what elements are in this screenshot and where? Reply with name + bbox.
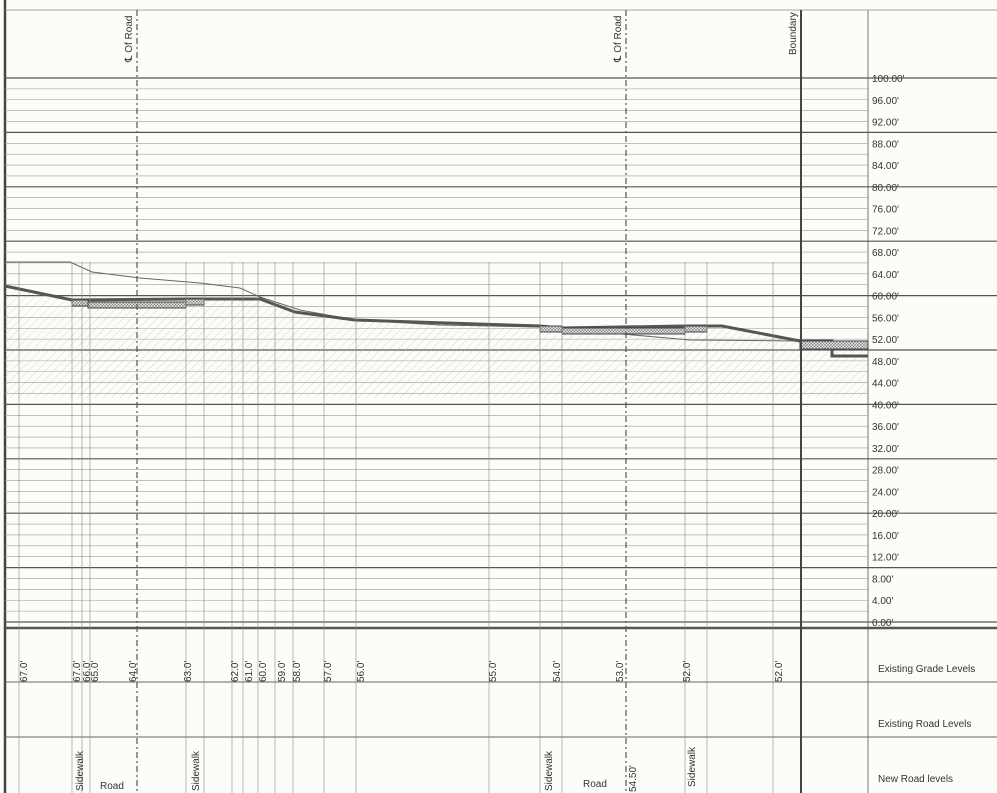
elevation-label: 100.00' <box>872 74 905 85</box>
station-lines <box>18 262 774 793</box>
grade-value: 53.0' <box>615 661 626 682</box>
elevation-label: 64.00' <box>872 270 899 281</box>
elevation-label: 44.00' <box>872 379 899 390</box>
elevation-label: 24.00' <box>872 487 899 498</box>
elevation-label: 52.00' <box>872 335 899 346</box>
centerline-label-1: ℄ Of Road <box>124 16 135 63</box>
elevation-labels: 100.00' 96.00' 92.00' 88.00' 84.00' 80.00' 76.… <box>872 74 905 629</box>
elevation-label: 40.00' <box>872 400 899 411</box>
elevation-label: 28.00' <box>872 466 899 477</box>
grade-value: 56.0' <box>356 661 367 682</box>
grade-value: 62.0' <box>230 661 241 682</box>
elevation-label: 12.00' <box>872 553 899 564</box>
soil-hatch <box>5 286 868 398</box>
new-road-value: 54.50' <box>628 765 639 792</box>
elevation-label: 20.00' <box>872 509 899 520</box>
existing-road-levels-label: Existing Road Levels <box>878 719 971 730</box>
grade-value: 64.0' <box>128 661 139 682</box>
grade-value: 52.0' <box>774 661 785 682</box>
elevation-label: 56.00' <box>872 313 899 324</box>
new-road-levels-label: New Road levels <box>878 774 953 785</box>
label-table-grid <box>5 626 997 738</box>
reference-lines <box>136 10 802 793</box>
grade-value: 54.0' <box>552 661 563 682</box>
road-label-2: Road <box>583 779 607 790</box>
grade-value: 60.0' <box>258 661 269 682</box>
elevation-label: 96.00' <box>872 96 899 107</box>
grade-value: 67.0' <box>72 661 83 682</box>
elevation-label: 0.00' <box>872 618 893 629</box>
grade-value: 63.0' <box>183 661 194 682</box>
road-label-1: Road <box>100 781 124 792</box>
existing-grade-levels-label: Existing Grade Levels <box>878 664 975 675</box>
elevation-label: 36.00' <box>872 422 899 433</box>
grade-value: 65.0' <box>90 661 101 682</box>
grade-value: 52.0' <box>682 661 693 682</box>
elevation-label: 8.00' <box>872 574 893 585</box>
sidewalk-label-4: Sidewalk <box>687 746 698 787</box>
sidewalk-label-1: Sidewalk <box>75 750 86 791</box>
grade-value: 67.0' <box>19 661 30 682</box>
elevation-label: 80.00' <box>872 183 899 194</box>
elevation-label: 60.00' <box>872 292 899 303</box>
boundary-label: Boundary <box>788 12 799 55</box>
grade-value: 59.0' <box>277 661 288 682</box>
grade-value: 55.0' <box>488 661 499 682</box>
sidewalk-label-3: Sidewalk <box>544 750 555 791</box>
elevation-label: 32.00' <box>872 444 899 455</box>
grade-value: 58.0' <box>292 661 303 682</box>
elevation-label: 92.00' <box>872 118 899 129</box>
grade-value: 61.0' <box>244 661 255 682</box>
elevation-label: 84.00' <box>872 161 899 172</box>
elevation-label: 4.00' <box>872 596 893 607</box>
centerline-label-2: ℄ Of Road <box>613 16 624 63</box>
elevation-label: 72.00' <box>872 226 899 237</box>
grade-value: 66.0' <box>82 661 93 682</box>
elevation-label: 68.00' <box>872 248 899 259</box>
grade-value: 57.0' <box>323 661 334 682</box>
elevation-label: 16.00' <box>872 531 899 542</box>
sidewalk-label-2: Sidewalk <box>191 750 202 791</box>
elevation-label: 88.00' <box>872 139 899 150</box>
elevation-label: 48.00' <box>872 357 899 368</box>
elevation-label: 76.00' <box>872 205 899 216</box>
grade-values: 67.0' 67.0' 66.0'65.0' 64.0' 63.0' 62.0' 61.0'… <box>19 661 785 682</box>
